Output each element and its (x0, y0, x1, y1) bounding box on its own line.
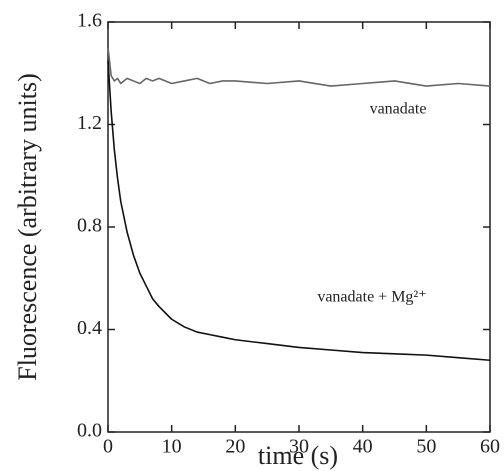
y-tick-label: 1.6 (77, 10, 102, 32)
x-tick-label: 20 (225, 436, 245, 458)
plot-frame (107, 21, 491, 433)
x-tick-label: 40 (353, 436, 373, 458)
y-tick-label: 0.0 (77, 420, 102, 442)
series-line (107, 47, 491, 87)
x-tick-label: 10 (162, 436, 182, 458)
x-tick-label: 60 (480, 436, 500, 458)
series-label: vanadate + Mg²⁺ (317, 289, 426, 306)
x-tick-label: 50 (416, 436, 436, 458)
y-axis-label: Fluorescence (arbitrary units) (13, 73, 42, 381)
y-tick-label: 0.4 (77, 317, 102, 339)
x-tick-label: 0 (103, 436, 113, 458)
y-tick-label: 0.8 (77, 215, 102, 237)
x-axis-label: time (s) (258, 441, 338, 470)
x-tick-label: 30 (289, 436, 309, 458)
series-label: vanadate (370, 101, 427, 118)
y-tick-label: 1.2 (77, 112, 102, 134)
series-line (107, 60, 491, 362)
